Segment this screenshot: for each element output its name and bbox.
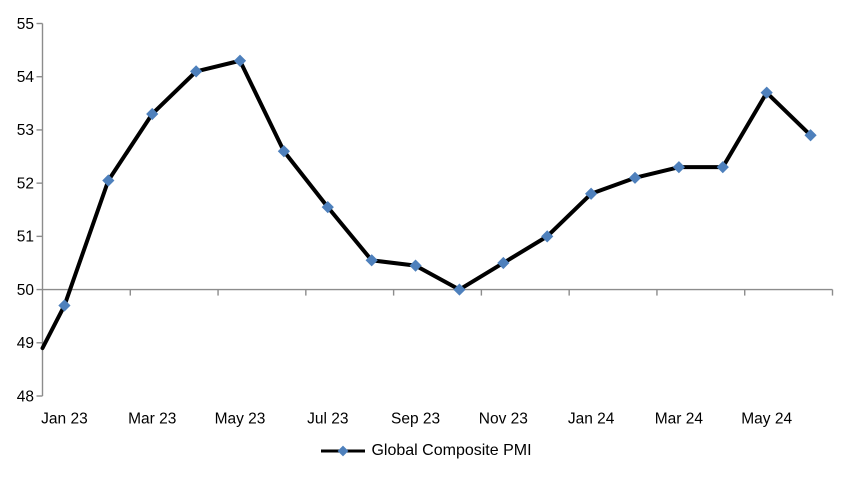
- chart-legend: Global Composite PMI: [0, 441, 852, 461]
- x-axis-tick-label: Nov 23: [479, 411, 528, 428]
- data-point-marker: [277, 145, 290, 158]
- x-axis-tick-label: May 24: [741, 411, 792, 428]
- x-axis-tick-label: Jan 23: [41, 411, 88, 428]
- y-axis-tick-label: 52: [17, 175, 34, 192]
- data-point-marker: [760, 86, 773, 99]
- data-point-marker: [453, 283, 466, 296]
- y-axis-tick-label: 51: [17, 229, 34, 246]
- data-point-marker: [233, 54, 247, 67]
- legend-label: Global Composite PMI: [371, 442, 532, 459]
- y-axis-tick-label: 54: [17, 69, 35, 86]
- data-point-marker: [804, 129, 817, 142]
- data-point-marker: [365, 254, 378, 267]
- data-point-marker: [628, 171, 642, 184]
- data-point-marker: [102, 174, 115, 187]
- x-axis-tick-label: May 23: [215, 411, 266, 428]
- x-axis-tick-label: Mar 24: [655, 411, 704, 428]
- x-axis-tick-label: Jul 23: [307, 411, 348, 428]
- pmi-line: [40, 58, 813, 351]
- y-axis-tick-label: 55: [17, 16, 34, 33]
- data-point-marker: [409, 259, 422, 272]
- x-axis-tick-label: Mar 23: [128, 411, 176, 428]
- y-axis-tick-label: 48: [17, 388, 34, 405]
- data-point-marker: [58, 299, 71, 312]
- data-point-marker: [146, 107, 159, 121]
- data-point-marker: [497, 256, 510, 270]
- data-point-marker: [541, 230, 554, 243]
- legend-diamond-icon: [338, 445, 349, 457]
- x-axis-tick-label: Jan 24: [568, 411, 615, 428]
- data-point-marker: [585, 187, 598, 200]
- data-point-marker: [321, 200, 334, 214]
- x-axis-tick-label: Sep 23: [391, 411, 440, 428]
- y-axis-tick-label: 53: [17, 122, 34, 139]
- data-point-marker: [190, 65, 203, 78]
- data-point-marker: [716, 161, 729, 174]
- data-point-marker: [672, 161, 685, 174]
- legend-line-marker-icon: [321, 445, 366, 457]
- y-axis-tick-label: 50: [17, 282, 35, 299]
- y-axis-tick-label: 49: [17, 335, 34, 352]
